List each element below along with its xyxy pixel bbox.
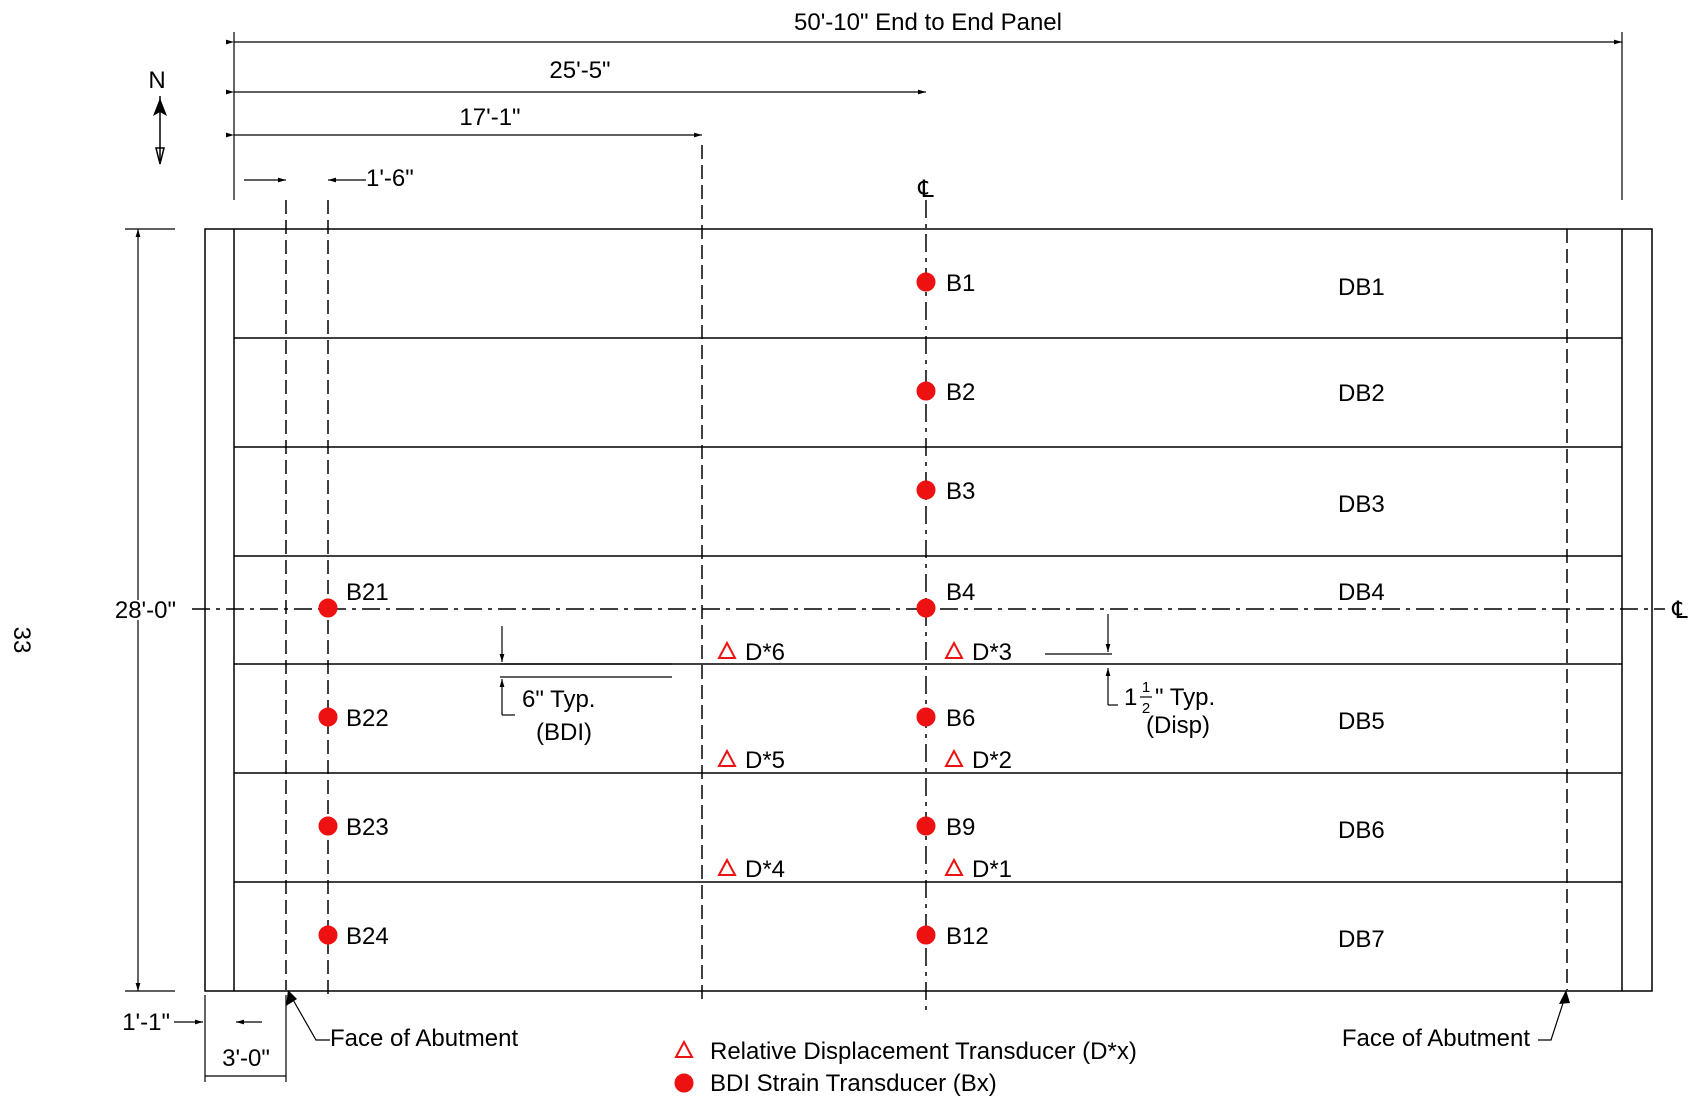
strain-gauge-label-b2: B2: [946, 379, 975, 406]
dimension-end-offset-label: 1'-6": [366, 165, 414, 192]
dimension-abutment-offset: 3'-0": [204, 995, 287, 1082]
centerline-symbol-top: ℄: [917, 176, 934, 203]
strain-gauge-b3: [916, 480, 936, 500]
beam-label-db1: DB1: [1338, 274, 1385, 301]
strain-gauge-b21: [318, 598, 338, 618]
strain-gauge-b9: [916, 816, 936, 836]
strain-gauge-b6: [916, 707, 936, 727]
dimension-sensor-line-label: 17'-1": [459, 104, 520, 131]
displacement-transducer-d1: [944, 857, 964, 876]
legend-displacement-label: Relative Displacement Transducer (D*x): [710, 1038, 1137, 1065]
strain-gauge-b24: [318, 925, 338, 945]
dimension-sensor-line: 17'-1": [226, 104, 702, 138]
displacement-label-d1: D*1: [972, 856, 1012, 883]
legend-strain-icon: [674, 1073, 694, 1093]
beam-label-db4: DB4: [1338, 579, 1385, 606]
disp-offset-denominator: 2: [1142, 700, 1150, 717]
dimension-left-edge-label: 1'-1": [122, 1009, 170, 1036]
legend-displacement-icon: [674, 1039, 694, 1058]
dimension-overall-label: 50'-10" End to End Panel: [794, 9, 1062, 36]
centerline-symbol-right: ℄: [1671, 597, 1688, 624]
disp-offset-note: (Disp): [1146, 712, 1210, 739]
beam-label-db3: DB3: [1338, 491, 1385, 518]
displacement-label-d4: D*4: [745, 856, 785, 883]
disp-offset-callout: 1 1 2 " Typ. (Disp): [1045, 614, 1215, 739]
strain-gauge-label-b6: B6: [946, 705, 975, 732]
strain-gauge-b1: [916, 272, 936, 292]
strain-gauge-label-b9: B9: [946, 814, 975, 841]
beam-labels: DB1 DB2 DB3 DB4 DB5 DB6 DB7: [1338, 274, 1385, 953]
deck-outline: [204, 228, 1653, 992]
disp-offset-numerator: 1: [1142, 679, 1150, 696]
page-number: 33: [8, 627, 35, 654]
north-label: N: [148, 67, 165, 94]
abutment-right-label: Face of Abutment: [1342, 1025, 1530, 1052]
displacement-label-d2: D*2: [972, 747, 1012, 774]
strain-gauge-label-b4: B4: [946, 579, 975, 606]
strain-gauge-label-b22: B22: [346, 705, 389, 732]
dimension-width-label: 28'-0": [115, 597, 176, 624]
beam-label-db7: DB7: [1338, 926, 1385, 953]
displacement-transducer-d3: [944, 640, 964, 659]
strain-gauge-label-b12: B12: [946, 923, 989, 950]
strain-gauge-b22: [318, 707, 338, 727]
strain-gauges: B1 B2 B3 B4 B6 B9 B12 B21 B22 B23 B24: [318, 270, 989, 950]
beam-label-db6: DB6: [1338, 817, 1385, 844]
dimension-centerline-label: 25'-5": [549, 57, 610, 84]
strain-gauge-label-b3: B3: [946, 478, 975, 505]
displacement-label-d6: D*6: [745, 639, 785, 666]
strain-gauge-label-b21: B21: [346, 579, 389, 606]
beam-label-db5: DB5: [1338, 708, 1385, 735]
displacement-transducer-d2: [944, 748, 964, 767]
displacement-transducer-d4: [717, 857, 737, 876]
strain-gauge-label-b23: B23: [346, 814, 389, 841]
disp-offset-tail: " Typ.: [1155, 684, 1215, 711]
beam-divisions: [234, 337, 1622, 883]
disp-offset-whole: 1: [1124, 684, 1137, 711]
legend: Relative Displacement Transducer (D*x) B…: [674, 1038, 1137, 1097]
abutment-right-callout: Face of Abutment: [1342, 990, 1570, 1052]
strain-gauge-b4: [916, 598, 936, 618]
north-arrow-icon: N: [148, 67, 167, 165]
displacement-label-d3: D*3: [972, 639, 1012, 666]
strain-gauge-label-b1: B1: [946, 270, 975, 297]
abutment-left-label: Face of Abutment: [330, 1025, 518, 1052]
displacement-transducers: D*1 D*2 D*3 D*4 D*5 D*6: [717, 639, 1012, 883]
strain-gauge-label-b24: B24: [346, 923, 389, 950]
strain-gauge-b2: [916, 381, 936, 401]
dimension-left-edge: 1'-1": [122, 1009, 262, 1036]
beam-label-db2: DB2: [1338, 380, 1385, 407]
bdi-offset-note: (BDI): [536, 719, 592, 746]
displacement-label-d5: D*5: [745, 747, 785, 774]
dimension-width: 28'-0": [115, 228, 176, 992]
dimension-centerline: 25'-5": [226, 57, 926, 95]
strain-gauge-b23: [318, 816, 338, 836]
bdi-offset-callout: 6" Typ. (BDI): [499, 626, 672, 746]
dimension-overall: 50'-10" End to End Panel: [226, 9, 1623, 200]
displacement-transducer-d6: [717, 640, 737, 659]
abutment-left-callout: Face of Abutment: [286, 990, 518, 1052]
strain-gauge-b12: [916, 925, 936, 945]
bdi-offset-label: 6" Typ.: [522, 686, 595, 713]
dimension-end-offset: 1'-6": [244, 165, 414, 192]
legend-strain-label: BDI Strain Transducer (Bx): [710, 1070, 997, 1097]
displacement-transducer-d5: [717, 748, 737, 767]
dimension-abutment-offset-label: 3'-0": [222, 1045, 270, 1072]
